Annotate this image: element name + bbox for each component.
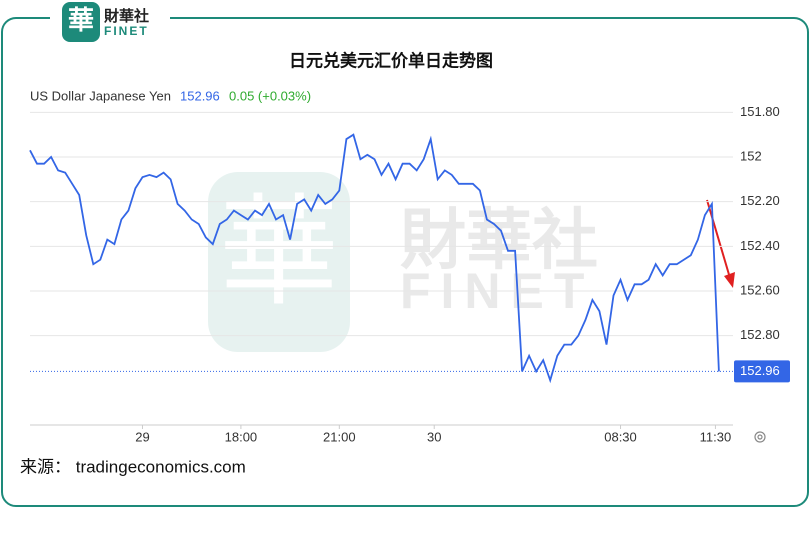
x-tick-label: 08:30 (604, 429, 637, 444)
header-price: 152.96 (180, 88, 220, 103)
y-tick-label: 152.40 (740, 238, 780, 253)
y-tick-label: 152.80 (740, 327, 780, 342)
x-tick-label: 29 (135, 429, 149, 444)
logo-latin: FINET (104, 24, 149, 38)
last-price-badge (734, 360, 790, 383)
y-tick-label: 152.60 (740, 282, 780, 297)
frame (1, 17, 809, 507)
x-tick-label: 30 (427, 429, 441, 444)
x-tick-label: 18:00 (225, 429, 258, 444)
logo-badge (62, 2, 100, 42)
x-tick-label: 11:30 (700, 429, 732, 444)
y-tick-label: 151.80 (740, 104, 780, 119)
header-change: 0.05 (+0.03%) (229, 88, 311, 103)
watermark: 華 財華社 FINET (208, 172, 598, 352)
header-name: US Dollar Japanese Yen (30, 88, 171, 103)
watermark-mark: 華 (219, 186, 339, 320)
x-tick-label: 21:00 (323, 429, 356, 444)
price-line (29, 133, 720, 384)
last-price-label: 152.96 (740, 363, 780, 378)
y-tick-label: 152 (740, 148, 762, 163)
settings-icon[interactable] (754, 431, 766, 443)
arrow-head (724, 272, 735, 288)
source: 来源： tradingeconomics.com (20, 457, 246, 476)
logo-mark: 華 (68, 5, 94, 35)
watermark-name: 財華社 (400, 202, 598, 276)
chart-title: 日元兑美元汇价单日走势图 (289, 50, 493, 70)
arrow-shaft (706, 199, 731, 279)
y-tick-label: 152.20 (740, 193, 780, 208)
logo-name: 財華社 (103, 7, 149, 25)
